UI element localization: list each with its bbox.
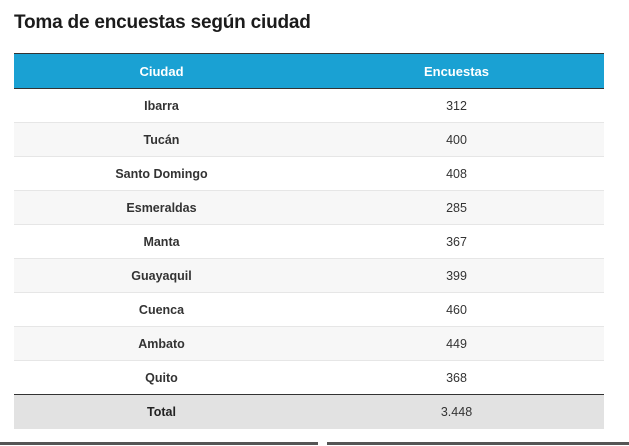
- surveys-cell: 367: [446, 234, 467, 249]
- footer-divider-left: [0, 442, 318, 445]
- table-row: Esmeraldas 285: [14, 191, 604, 225]
- table-row: Quito 368: [14, 361, 604, 394]
- table-total-row: Total 3.448: [14, 394, 604, 429]
- table-row: Santo Domingo 408: [14, 157, 604, 191]
- surveys-cell: 285: [446, 200, 467, 215]
- table-header: Ciudad Encuestas: [14, 54, 604, 89]
- city-cell: Cuenca: [138, 302, 185, 317]
- table-row: Ibarra 312: [14, 89, 604, 123]
- table-row: Manta 367: [14, 225, 604, 259]
- table-row: Cuenca 460: [14, 293, 604, 327]
- column-header-surveys[interactable]: Encuestas: [423, 63, 490, 79]
- table-row: Guayaquil 399: [14, 259, 604, 293]
- page-title: Toma de encuestas según ciudad: [14, 12, 311, 33]
- city-cell: Guayaquil: [131, 268, 192, 283]
- surveys-cell: 312: [446, 98, 467, 113]
- city-cell: Ambato: [138, 336, 185, 351]
- table-row: Tucán 400: [14, 123, 604, 157]
- city-cell: Quito: [145, 370, 178, 385]
- city-cell: Ibarra: [144, 98, 179, 113]
- city-cell: Esmeraldas: [126, 200, 197, 215]
- surveys-cell: 399: [446, 268, 467, 283]
- total-label: Total: [147, 405, 176, 419]
- surveys-cell: 460: [446, 302, 467, 317]
- city-cell: Tucán: [143, 132, 180, 147]
- survey-table: Ciudad Encuestas Ibarra 312 Tucán 400 Sa…: [14, 53, 604, 429]
- city-cell: Santo Domingo: [115, 166, 208, 181]
- surveys-cell: 449: [446, 336, 467, 351]
- surveys-cell: 368: [446, 370, 467, 385]
- total-value: 3.448: [440, 405, 473, 419]
- column-header-city[interactable]: Ciudad: [139, 63, 184, 79]
- table-row: Ambato 449: [14, 327, 604, 361]
- footer-divider-right: [327, 442, 629, 445]
- surveys-cell: 400: [446, 132, 467, 147]
- surveys-cell: 408: [446, 166, 467, 181]
- city-cell: Manta: [143, 234, 180, 249]
